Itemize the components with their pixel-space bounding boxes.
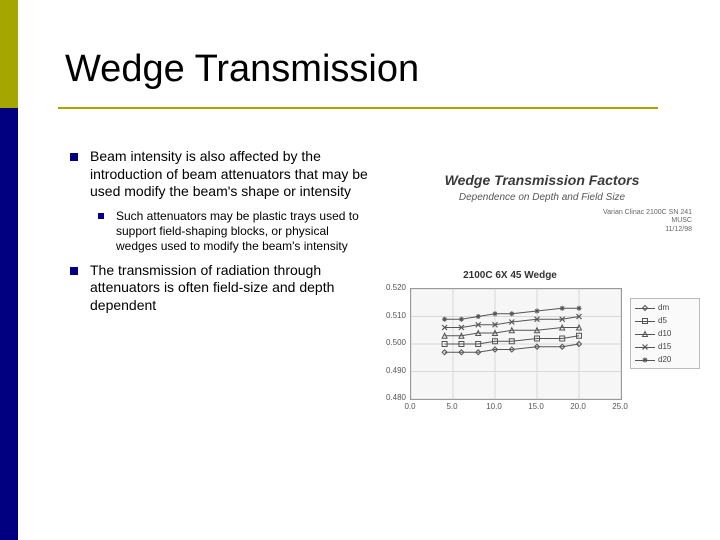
bullet-icon [98, 213, 104, 219]
chart-meta-1: Varian Clinac 2100C SN 241 [392, 209, 692, 217]
legend-item: d15 [635, 340, 695, 353]
bullet-2: The transmission of radiation through at… [70, 262, 370, 315]
legend-label: d20 [658, 355, 671, 364]
chart-legend: dm d5 d10 d15 d20 [630, 298, 700, 369]
x-tick-label: 0.0 [395, 402, 425, 411]
x-tick-label: 25.0 [605, 402, 635, 411]
x-tick-label: 15.0 [521, 402, 551, 411]
bullet-icon [70, 267, 78, 275]
bullet-icon [70, 153, 78, 161]
legend-item: d5 [635, 314, 695, 327]
bullet-1: Beam intensity is also affected by the i… [70, 148, 370, 201]
y-tick-label: 0.520 [366, 283, 406, 292]
legend-label: d5 [658, 316, 667, 325]
chart-panel: Wedge Transmission Factors Dependence on… [392, 172, 692, 234]
chart-panel-subtitle: Dependence on Depth and Field Size [392, 192, 692, 203]
legend-item: dm [635, 301, 695, 314]
content-area: Beam intensity is also affected by the i… [70, 148, 370, 322]
x-tick-label: 5.0 [437, 402, 467, 411]
legend-label: d15 [658, 342, 671, 351]
legend-item: d10 [635, 327, 695, 340]
slide-title: Wedge Transmission [65, 48, 419, 91]
legend-label: dm [658, 303, 669, 312]
chart-box: 2100C 6X 45 Wedge dmd5d10d15d20 0.4800.4… [380, 270, 700, 440]
chart-meta-3: 11/12/98 [392, 226, 692, 234]
legend-item: d20 [635, 353, 695, 366]
y-tick-label: 0.510 [366, 311, 406, 320]
y-tick-label: 0.500 [366, 338, 406, 347]
chart-meta: Varian Clinac 2100C SN 241 MUSC 11/12/98 [392, 209, 692, 234]
bullet-1-sub-text: Such attenuators may be plastic trays us… [116, 209, 370, 254]
accent-bar-bottom [0, 108, 18, 540]
x-tick-label: 10.0 [479, 402, 509, 411]
x-tick-label: 20.0 [563, 402, 593, 411]
bullet-2-text: The transmission of radiation through at… [90, 262, 370, 315]
title-underline [58, 107, 658, 109]
legend-label: d10 [658, 329, 671, 338]
plot-area [410, 288, 622, 400]
chart-panel-title: Wedge Transmission Factors [392, 172, 692, 188]
chart-meta-2: MUSC [392, 217, 692, 225]
slide-root: Wedge Transmission Beam intensity is als… [0, 0, 720, 540]
accent-bar-top [0, 0, 18, 108]
bullet-1-text: Beam intensity is also affected by the i… [90, 148, 370, 201]
y-tick-label: 0.480 [366, 393, 406, 402]
bullet-1-sub: Such attenuators may be plastic trays us… [98, 209, 370, 254]
chart-inner-title: 2100C 6X 45 Wedge [380, 270, 640, 281]
y-tick-label: 0.490 [366, 366, 406, 375]
